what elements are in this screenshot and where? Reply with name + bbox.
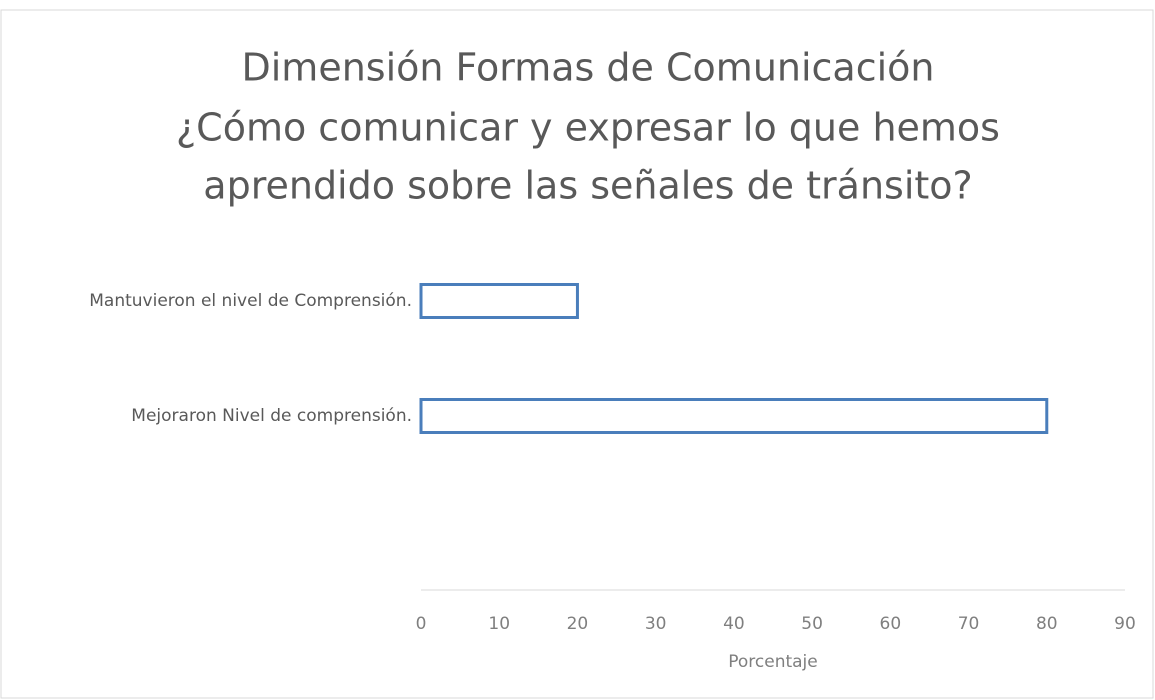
x-tick-label: 0 [416,614,427,634]
x-tick-label: 30 [645,614,667,634]
y-tick-label: Mantuvieron el nivel de Comprensión. [89,291,412,311]
x-tick-label: 20 [567,614,589,634]
x-tick-label: 60 [880,614,902,634]
x-tick-label: 90 [1114,614,1136,634]
x-axis-label: Porcentaje [728,652,818,672]
y-tick-label: Mejoraron Nivel de comprensión. [131,406,412,426]
chart-border [0,9,1154,699]
x-tick-label: 50 [801,614,823,634]
x-tick-label: 70 [958,614,980,634]
bar [419,398,1049,434]
chart-title: ¿Cómo comunicar y expresar lo que hemos [176,106,1000,150]
x-tick-label: 10 [488,614,510,634]
x-tick-label: 80 [1036,614,1058,634]
chart-title: Dimensión Formas de Comunicación [241,46,934,90]
chart-title: aprendido sobre las señales de tránsito? [203,164,972,208]
x-tick-label: 40 [723,614,745,634]
bar [419,283,579,319]
